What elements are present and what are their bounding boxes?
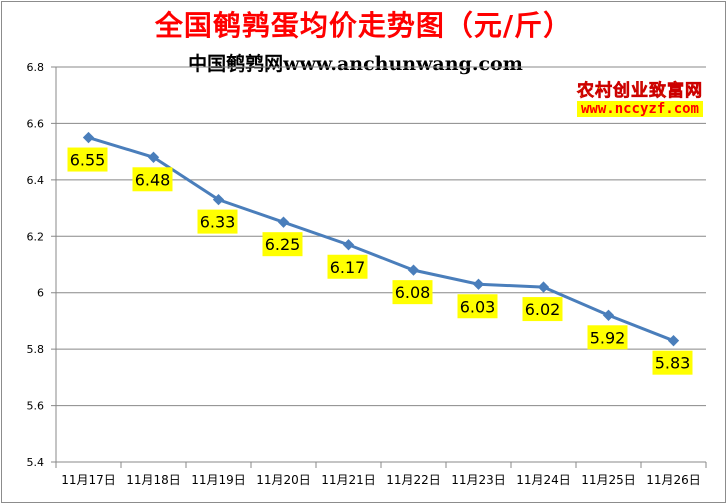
y-tick-label: 6.2 (27, 230, 45, 243)
data-label: 6.33 (200, 213, 236, 232)
data-point (82, 131, 95, 144)
data-label: 6.03 (460, 297, 496, 316)
data-label-bg (522, 297, 563, 322)
data-point (407, 264, 420, 276)
y-tick-label: 5.4 (27, 456, 45, 469)
x-tick-label: 11月26日 (646, 473, 701, 487)
watermark: 农村创业致富网 www.nccyzf.com (577, 76, 703, 117)
x-tick-label: 11月19日 (191, 473, 246, 487)
y-tick-label: 6.8 (27, 61, 45, 74)
data-label: 6.48 (135, 170, 171, 189)
data-label-bg (197, 209, 238, 234)
data-label: 6.25 (265, 235, 301, 254)
data-label-bg (132, 167, 173, 192)
data-label: 5.83 (655, 354, 691, 373)
data-label-bg (327, 254, 368, 279)
data-label: 6.55 (70, 151, 106, 170)
data-label-bg (652, 350, 693, 375)
watermark-url: www.nccyzf.com (577, 101, 703, 117)
data-label-bg (587, 325, 628, 350)
x-tick-label: 11月18日 (126, 473, 181, 487)
data-point (472, 278, 485, 290)
x-tick-label: 11月20日 (256, 473, 311, 487)
data-label-bg (262, 232, 303, 257)
data-label: 6.08 (395, 283, 431, 302)
x-tick-label: 11月17日 (61, 473, 116, 487)
y-tick-label: 5.6 (27, 400, 45, 413)
x-tick-label: 11月21日 (321, 473, 376, 487)
x-tick-label: 11月25日 (581, 473, 636, 487)
data-label: 6.17 (330, 258, 366, 277)
data-label-bg (457, 294, 498, 319)
x-tick-label: 11月23日 (451, 473, 506, 487)
data-point (667, 335, 680, 347)
y-tick-label: 6 (37, 287, 44, 300)
data-point (602, 309, 615, 321)
x-tick-label: 11月22日 (386, 473, 441, 487)
chart-subtitle: 中国鹌鹑网www.anchunwang.com (188, 53, 523, 75)
data-label: 5.92 (590, 328, 626, 347)
data-point (342, 239, 355, 251)
data-point (277, 216, 290, 228)
data-point (537, 281, 550, 293)
x-tick-label: 11月24日 (516, 473, 571, 487)
y-tick-label: 5.8 (27, 343, 45, 356)
y-tick-label: 6.6 (27, 117, 45, 130)
series-line (88, 136, 675, 343)
watermark-name: 农村创业致富网 (577, 81, 703, 102)
data-point (147, 151, 160, 163)
data-point (212, 193, 225, 206)
data-label: 6.02 (525, 300, 561, 319)
y-tick-label: 6.4 (27, 174, 45, 187)
data-label-bg (67, 147, 108, 172)
data-label-bg (392, 280, 433, 305)
chart-title: 全国鹌鹑蛋均价走势图（元/斤） (154, 9, 573, 42)
